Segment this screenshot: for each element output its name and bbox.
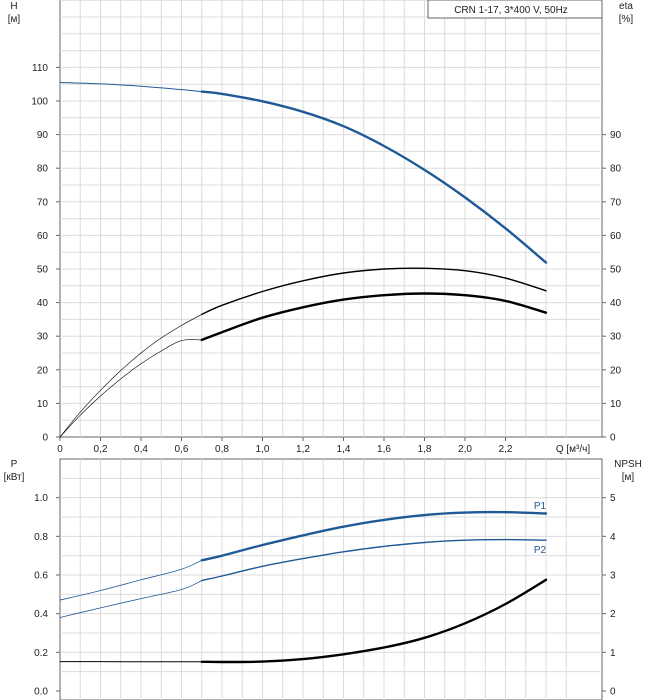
x-axis-label: Q [м³/ч] (556, 444, 591, 455)
top-right-axis-label-line1: eta (619, 1, 633, 12)
y-right-tick-label: 1 (610, 648, 616, 659)
series-label-p2: P2 (534, 545, 547, 556)
y-right-tick-label: 90 (610, 130, 622, 141)
y-right-tick-label: 3 (610, 571, 616, 582)
y-left-tick-label: 80 (37, 164, 49, 175)
series-p2-curve (201, 538, 547, 582)
y-left-tick-label: 0.2 (34, 648, 48, 659)
x-tick-label: 2,2 (499, 444, 513, 455)
bottom-ticks: 0.0 0.2 0.4 0.6 0.8 1.0 0 1 2 3 4 5 (34, 493, 616, 697)
x-tick-label: 0,6 (175, 444, 189, 455)
x-tick-label: 1,6 (377, 444, 391, 455)
top-panel: 0 0,2 0,4 0,6 0,8 1,0 1,2 1,4 1,6 1,8 2,0 2,2 Q [м³/… (8, 0, 634, 455)
y-left-tick-label: 70 (37, 197, 49, 208)
bottom-right-axis-label-line1: NPSH (614, 459, 642, 470)
y-left-tick-label: 110 (32, 63, 48, 74)
series-npsh-curve (200, 578, 548, 664)
top-ticks: 0 0,2 0,4 0,6 0,8 1,0 1,2 1,4 1,6 1,8 2,0 2,2 Q [м³/… (31, 63, 621, 455)
y-left-tick-label: 0 (42, 433, 48, 444)
y-right-tick-label: 4 (610, 532, 616, 543)
top-left-axis-label-line1: H (10, 1, 17, 12)
x-tick-label: 0,4 (134, 444, 148, 455)
y-right-tick-label: 40 (610, 298, 622, 309)
chart-title-box: CRN 1-17, 3*400 V, 50Hz (427, 0, 603, 19)
series-h-curve (200, 90, 548, 264)
x-tick-label: 0 (57, 444, 63, 455)
series-p1-curve (200, 510, 548, 562)
y-left-tick-label: 20 (37, 365, 49, 376)
bottom-panel: 0.0 0.2 0.4 0.6 0.8 1.0 0 1 2 3 4 5 P [кВт] NPSH [м… (4, 458, 642, 700)
series-p2-extrapolated (59, 580, 202, 618)
series-h-extrapolated (59, 82, 202, 93)
y-right-tick-label: 20 (610, 365, 622, 376)
bottom-left-axis-label-line2: [кВт] (4, 472, 25, 483)
top-right-axis-label-line2: [%] (619, 14, 634, 25)
y-left-tick-label: 100 (31, 97, 48, 108)
x-tick-label: 2,0 (458, 444, 472, 455)
y-right-tick-label: 10 (610, 399, 622, 410)
y-right-tick-label: 0 (610, 433, 616, 444)
top-curves (59, 82, 548, 438)
y-left-tick-label: 0.0 (34, 687, 48, 698)
y-left-tick-label: 60 (37, 231, 49, 242)
series-eta-lower-extrapolated (59, 339, 202, 438)
x-tick-label: 0,8 (215, 444, 229, 455)
x-tick-label: 1,8 (418, 444, 432, 455)
y-right-tick-label: 60 (610, 231, 622, 242)
y-left-tick-label: 0.8 (34, 532, 48, 543)
series-label-p1: P1 (534, 501, 547, 512)
x-tick-label: 1,4 (337, 444, 351, 455)
chart-title: CRN 1-17, 3*400 V, 50Hz (454, 5, 568, 16)
bottom-left-axis-label-line1: P (11, 459, 18, 470)
y-right-tick-label: 50 (610, 265, 622, 276)
x-tick-label: 1,2 (296, 444, 310, 455)
y-right-tick-label: 70 (610, 197, 622, 208)
top-left-axis-label-line2: [м] (8, 14, 21, 25)
bottom-curves (59, 510, 548, 664)
series-eta-upper-curve (201, 267, 547, 316)
top-grid (60, 0, 602, 437)
y-right-tick-label: 80 (610, 164, 622, 175)
y-left-tick-label: 90 (37, 130, 49, 141)
y-left-tick-label: 30 (37, 332, 49, 343)
x-tick-label: 0,2 (94, 444, 108, 455)
x-tick-label: 1,0 (256, 444, 270, 455)
bottom-plot-frame (59, 458, 603, 700)
y-right-tick-label: 0 (610, 687, 616, 698)
y-right-tick-label: 5 (610, 493, 616, 504)
y-left-tick-label: 10 (37, 399, 49, 410)
y-right-tick-label: 2 (610, 609, 616, 620)
y-left-tick-label: 0.4 (34, 609, 48, 620)
series-eta-upper-extrapolated (59, 314, 202, 438)
series-eta-lower-curve (200, 292, 548, 342)
y-left-tick-label: 0.6 (34, 571, 48, 582)
y-left-tick-label: 40 (37, 298, 49, 309)
bottom-right-axis-label-line2: [м] (622, 472, 635, 483)
y-right-tick-label: 30 (610, 332, 622, 343)
y-left-tick-label: 1.0 (34, 493, 48, 504)
y-left-tick-label: 50 (37, 265, 49, 276)
series-p1-extrapolated (59, 559, 202, 601)
